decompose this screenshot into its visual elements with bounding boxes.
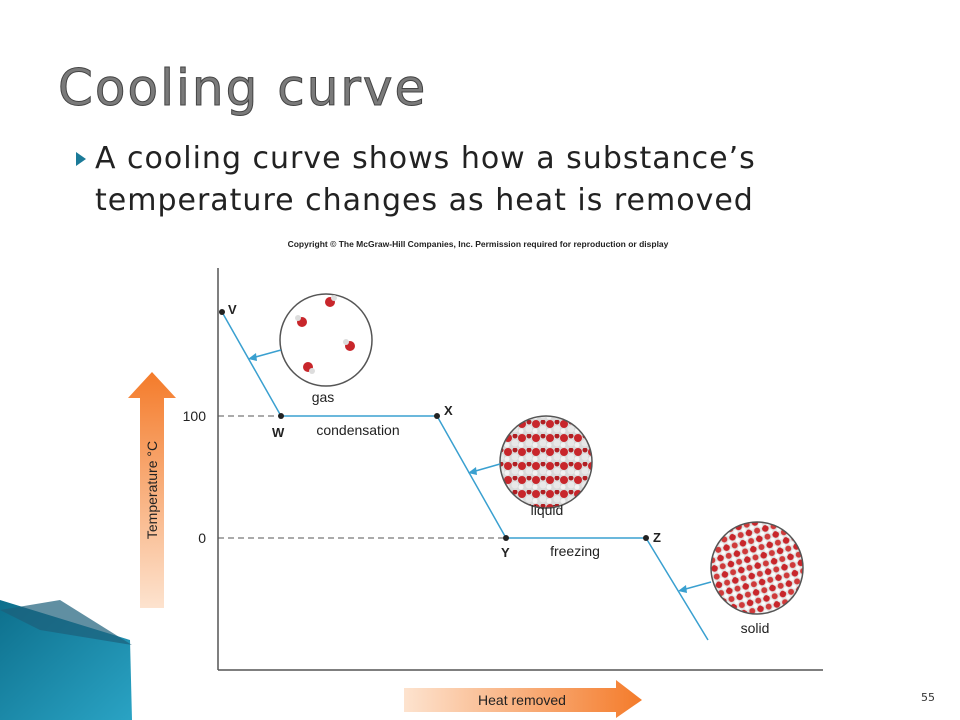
gas-molecules — [279, 293, 373, 387]
pointer-arrows — [251, 349, 712, 591]
gas-particles — [295, 295, 355, 374]
phase-label: liquid — [531, 502, 564, 518]
temperature-mark: 0 — [198, 530, 206, 546]
point-label: W — [272, 425, 285, 440]
corner-decoration — [0, 600, 132, 645]
point-label: Z — [653, 530, 661, 545]
liquid-molecules — [499, 415, 593, 509]
y-axis-label: Temperature °C — [144, 441, 160, 539]
bullet-box: A cooling curve shows how a substance’s … — [95, 141, 756, 218]
temperature-mark: 100 — [183, 408, 207, 424]
phase-label: freezing — [550, 543, 600, 559]
slide-title: Cooling curve — [58, 59, 427, 117]
solid-molecules — [710, 521, 804, 615]
point — [434, 413, 440, 419]
page-number: 55 — [921, 691, 935, 704]
point — [219, 309, 225, 315]
heat-arrow — [404, 680, 642, 718]
cooling-curve — [221, 311, 709, 641]
point-label: X — [444, 403, 453, 418]
bullet-marker — [76, 152, 86, 166]
point — [278, 413, 284, 419]
point — [643, 535, 649, 541]
phase-label: condensation — [316, 422, 399, 438]
point — [503, 535, 509, 541]
phase-label: solid — [741, 620, 770, 636]
phase-label: gas — [312, 389, 335, 405]
x-axis-label: Heat removed — [478, 692, 566, 708]
bullet-text: A cooling curve shows how a substance’s … — [95, 141, 756, 218]
copyright: Copyright © The McGraw-Hill Companies, I… — [288, 239, 669, 249]
point-label: V — [228, 302, 237, 317]
curve-points — [219, 309, 649, 541]
temperature-arrow — [128, 372, 176, 608]
point-label: Y — [501, 545, 510, 560]
pointer-heads — [248, 353, 687, 593]
corner-decoration — [0, 600, 132, 720]
